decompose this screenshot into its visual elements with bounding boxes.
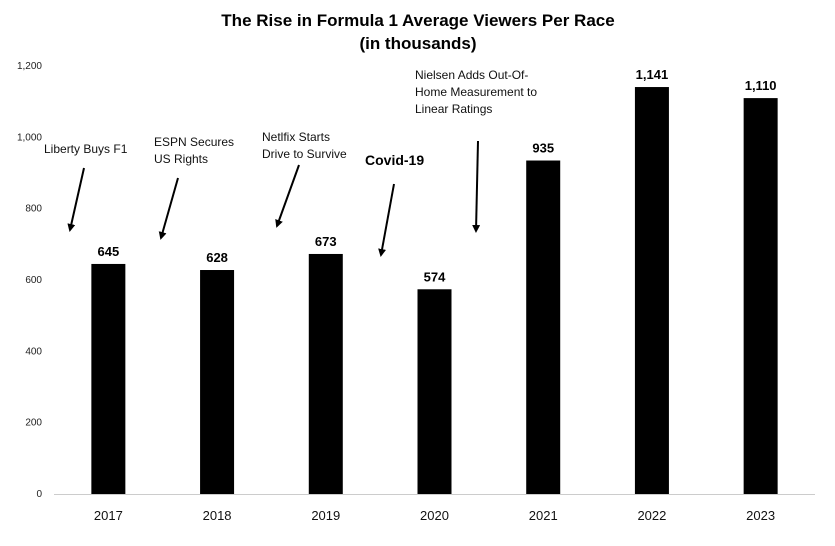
x-tick-label: 2022 <box>637 508 666 523</box>
chart-subtitle: (in thousands) <box>359 34 476 53</box>
annotation-2018: ESPN Secures US Rights <box>154 135 234 166</box>
data-label-2020: 574 <box>424 269 446 284</box>
x-tick-label: 2017 <box>94 508 123 523</box>
annotation-arrow-2020 <box>378 183 395 257</box>
bar-2018 <box>200 270 235 494</box>
x-tick-label: 2020 <box>420 508 449 523</box>
y-tick-label: 400 <box>25 346 42 357</box>
data-label-2018: 628 <box>206 250 228 265</box>
x-tick-label: 2021 <box>529 508 558 523</box>
data-label-2017: 645 <box>98 244 120 259</box>
x-tick-label: 2018 <box>203 508 232 523</box>
data-label-2022: 1,141 <box>636 67 669 82</box>
x-tick-label: 2023 <box>746 508 775 523</box>
y-tick-label: 600 <box>25 275 42 286</box>
data-label-2021: 935 <box>532 141 554 156</box>
annotation-line: Drive to Survive <box>262 147 347 161</box>
bar-2017 <box>91 263 126 494</box>
annotation-line: Covid-19 <box>365 152 424 168</box>
y-tick-label: 1,000 <box>17 132 42 143</box>
bar-2023 <box>743 98 778 494</box>
bar-2019 <box>308 253 343 494</box>
annotation-line: ESPN Secures <box>154 135 234 149</box>
annotation-2017: Liberty Buys F1 <box>44 142 128 156</box>
annotation-line: Nielsen Adds Out-Of- <box>415 68 528 82</box>
y-tick-label: 800 <box>25 204 42 215</box>
y-tick-label: 0 <box>36 489 42 500</box>
data-label-2023: 1,110 <box>745 78 777 93</box>
annotation-arrow-2017 <box>67 167 85 232</box>
chart-title: The Rise in Formula 1 Average Viewers Pe… <box>221 11 614 30</box>
annotation-line: US Rights <box>154 152 208 166</box>
data-label-2019: 673 <box>315 234 337 249</box>
y-tick-label: 200 <box>25 418 42 429</box>
y-tick-label: 1,200 <box>17 61 42 72</box>
annotation-line: Home Measurement to <box>415 85 537 99</box>
annotation-line: Liberty Buys F1 <box>44 142 128 156</box>
annotation-arrow-2021 <box>472 140 481 233</box>
x-tick-label: 2019 <box>311 508 340 523</box>
annotation-line: Linear Ratings <box>415 102 492 116</box>
y-axis: 0 200 400 600 800 1,000 1,200 <box>17 61 42 500</box>
annotation-line: Netlfix Starts <box>262 130 330 144</box>
annotations: Liberty Buys F1 ESPN Secures US Rights Netl… <box>44 68 537 257</box>
bar-2020 <box>417 289 452 494</box>
bar-series: 645 2017 628 2018 673 2019 574 2020 935 2021 1,141… <box>91 67 778 523</box>
bar-2021 <box>526 160 561 494</box>
bar-2022 <box>634 87 669 494</box>
annotation-arrow-2019 <box>275 164 300 228</box>
annotation-arrow-2018 <box>158 177 179 240</box>
annotation-2021: Nielsen Adds Out-Of- Home Measurement to L… <box>415 68 537 116</box>
annotation-2020: Covid-19 <box>365 152 424 168</box>
annotation-2019: Netlfix Starts Drive to Survive <box>262 130 347 161</box>
